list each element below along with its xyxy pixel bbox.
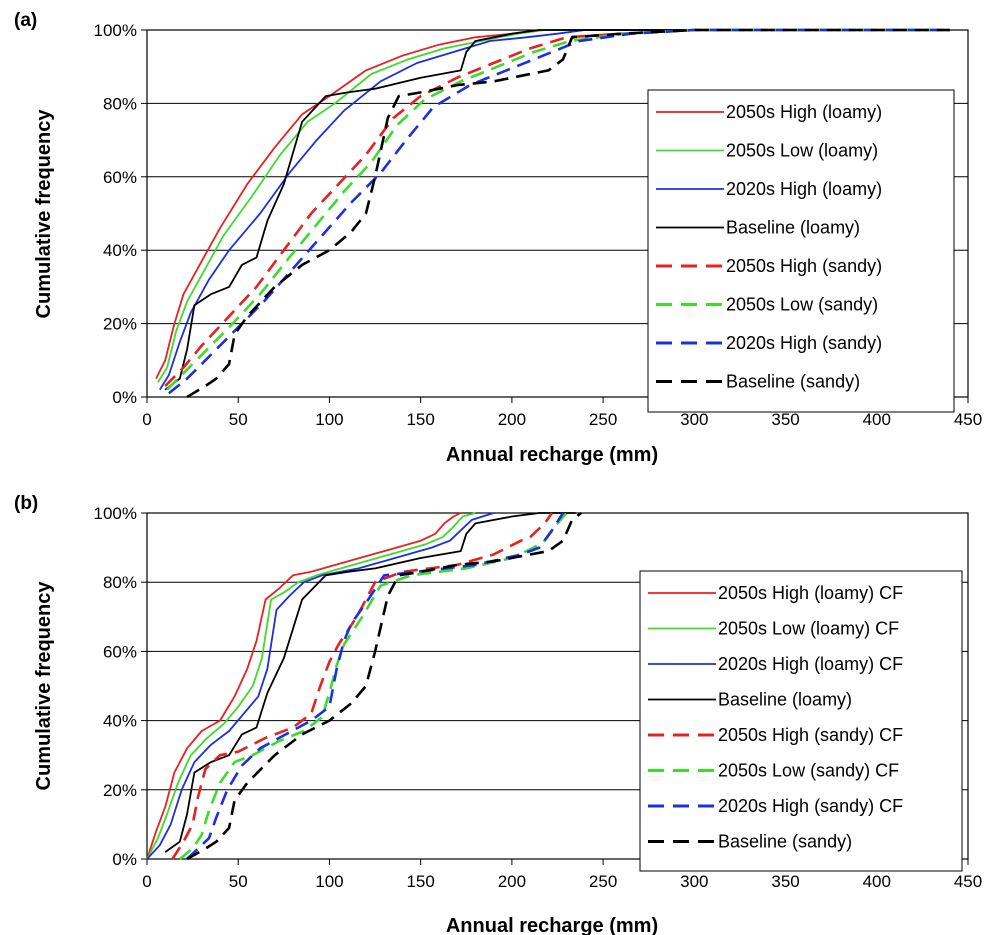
legend-label: Baseline (loamy) [718,690,852,710]
chart-panel-a: 0% 20% 40% 60% 80% 100% 0 50 100 150 200 250 300 350 4… [14,10,982,466]
legend-label: 2050s High (loamy) CF [718,583,903,603]
panel-label: (a) [14,10,37,31]
legend-box [647,89,955,413]
x-tick-label: 450 [954,872,982,891]
legend-label: 2020s High (loamy) [726,179,882,199]
series-line [186,28,950,399]
panel-label: (b) [14,493,38,514]
x-tick-label: 350 [771,410,799,429]
x-tick-label: 200 [498,410,526,429]
x-tick-label: 400 [863,410,891,429]
y-tick-label: 0% [112,850,137,869]
legend: 2050s High (loamy) 2050s Low (loamy) 2020s… [647,89,955,413]
legend-label: Baseline (loamy) [726,218,860,238]
series-line [164,512,576,853]
y-tick-label: 100% [94,504,137,523]
series-line [178,512,568,861]
series-line [164,29,950,391]
y-tick-label: 20% [103,781,137,800]
legend-label: 2050s Low (sandy) CF [718,761,899,781]
x-axis-label: Annual recharge (mm) [446,915,658,935]
series-line [146,512,462,860]
series-line [146,512,494,860]
legend-label: 2050s Low (loamy) CF [718,619,899,639]
y-tick-label: 40% [103,712,137,731]
x-tick-label: 250 [589,872,617,891]
x-tick-label: 150 [406,410,434,429]
y-tick-label: 40% [103,241,137,260]
y-tick-label: 80% [103,94,137,113]
y-tick-label: 60% [103,168,137,187]
x-tick-label: 0 [142,872,151,891]
series-line [168,28,950,395]
x-tick-label: 300 [680,410,708,429]
chart-panel-b: 0% 20% 40% 60% 80% 100% 0 50 100 150 200 250 300 350 4… [14,493,982,935]
series-line [186,511,582,861]
legend-box [639,570,963,872]
series-line [159,29,950,391]
legend-label: 2020s High (sandy) CF [718,796,903,816]
x-tick-label: 150 [406,872,434,891]
x-tick-label: 50 [229,410,248,429]
legend-label: 2050s High (loamy) [726,102,882,122]
legend-label: 2050s Low (loamy) [726,141,878,161]
legend-label: 2050s High (sandy) CF [718,725,903,745]
x-tick-label: 400 [863,872,891,891]
series-line [171,512,554,860]
legend-label: 2050s High (sandy) [726,256,882,276]
y-tick-label: 80% [103,573,137,592]
x-tick-label: 0 [142,410,151,429]
legend: 2050s High (loamy) CF 2050s Low (loamy) C… [639,570,963,872]
y-axis-label: Cumulative frequency [33,109,55,319]
series-line [146,512,476,860]
x-tick-label: 50 [229,872,248,891]
x-tick-label: 100 [315,872,343,891]
legend-label: Baseline (sandy) [718,832,852,852]
y-tick-label: 100% [94,21,137,40]
legend-label: 2020s High (loamy) CF [718,654,903,674]
x-tick-label: 200 [498,872,526,891]
series-line [186,512,565,860]
y-tick-label: 60% [103,642,137,661]
x-tick-label: 300 [680,872,708,891]
x-axis-label: Annual recharge (mm) [446,444,658,466]
legend-label: 2050s Low (sandy) [726,295,878,315]
legend-label: Baseline (sandy) [726,372,860,392]
y-tick-label: 20% [103,315,137,334]
y-tick-label: 0% [112,388,137,407]
x-tick-label: 350 [771,872,799,891]
legend-label: 2020s High (sandy) [726,333,882,353]
x-tick-label: 250 [589,410,617,429]
y-axis-label: Cumulative frequency [33,581,55,791]
x-tick-label: 100 [315,410,343,429]
x-tick-label: 450 [954,410,982,429]
